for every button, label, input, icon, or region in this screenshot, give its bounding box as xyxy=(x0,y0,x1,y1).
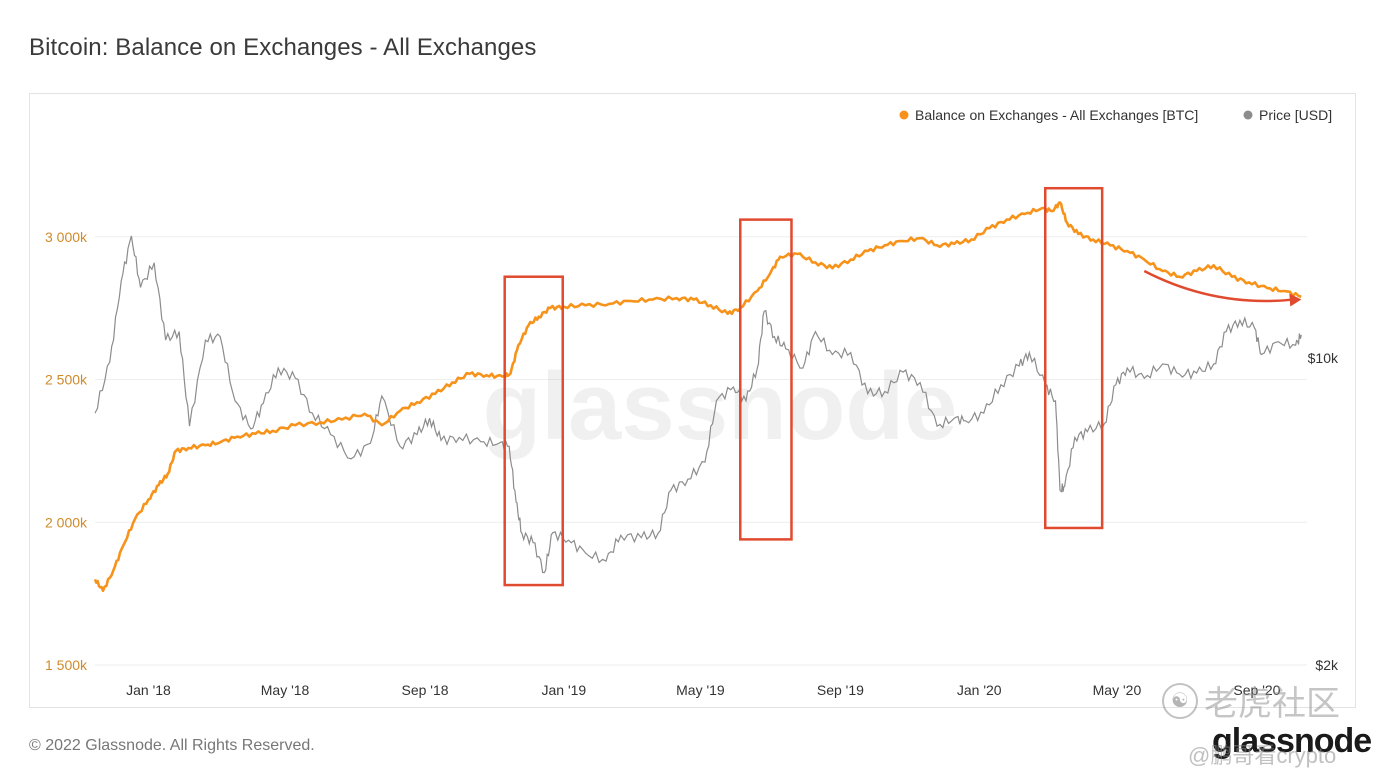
x-tick-label: Jan '19 xyxy=(542,682,587,698)
y-right-axis: $2k $10k xyxy=(1308,350,1339,673)
y-left-tick-label: 2 500k xyxy=(45,372,88,388)
x-axis: Jan '18 May '18 Sep '18 Jan '19 May '19 Sep '… xyxy=(126,682,1281,698)
copyright-text: © 2022 Glassnode. All Rights Reserved. xyxy=(29,737,315,754)
y-left-tick-label: 3 000k xyxy=(45,229,88,245)
x-tick-label: May '18 xyxy=(261,682,310,698)
community-watermark-text: 老虎社区 xyxy=(1204,684,1340,724)
page-title: Bitcoin: Balance on Exchanges - All Exch… xyxy=(29,34,537,61)
x-tick-label: Sep '18 xyxy=(402,682,449,698)
paw-icon: ☯ xyxy=(1162,682,1198,719)
trend-arrow-head xyxy=(1289,293,1302,307)
legend-label: Price [USD] xyxy=(1259,107,1332,123)
community-watermark: ☯ 老虎社区 xyxy=(1162,676,1340,725)
x-tick-label: Sep '20 xyxy=(1233,682,1280,698)
x-tick-label: Sep '19 xyxy=(817,682,864,698)
legend-label: Balance on Exchanges - All Exchanges [BT… xyxy=(915,107,1198,123)
x-tick-label: Jan '18 xyxy=(126,682,171,698)
y-left-axis: 1 500k 2 000k 2 500k 3 000k xyxy=(45,229,88,673)
chart-legend: Balance on Exchanges - All Exchanges [BT… xyxy=(899,107,1332,123)
highlight-box xyxy=(739,218,793,541)
y-left-tick-label: 1 500k xyxy=(45,657,88,673)
author-handle: @鹏哥看crypto xyxy=(1188,743,1337,768)
annotation-layer xyxy=(503,186,1302,587)
trend-arrow xyxy=(1143,269,1294,303)
y-right-tick-label: $10k xyxy=(1308,350,1339,366)
y-left-tick-label: 2 000k xyxy=(45,514,88,530)
x-tick-label: May '20 xyxy=(1093,682,1142,698)
balance-on-exchanges-chart: glassnode 1 500k 2 000k 2 500k 3 000k $2k $1… xyxy=(45,107,1339,698)
glassnode-logo: glassnode xyxy=(1212,722,1372,760)
y-right-tick-label: $2k xyxy=(1315,657,1339,673)
balance-series-line xyxy=(93,201,1302,593)
highlight-box xyxy=(503,275,564,587)
legend-marker xyxy=(1243,110,1253,120)
legend-marker xyxy=(899,110,909,120)
highlight-box xyxy=(1044,186,1104,530)
chart-watermark: glassnode xyxy=(483,353,958,460)
chart-card: glassnode 1 500k 2 000k 2 500k 3 000k $2k $1… xyxy=(29,93,1356,708)
x-tick-label: May '19 xyxy=(676,682,725,698)
x-tick-label: Jan '20 xyxy=(957,682,1002,698)
